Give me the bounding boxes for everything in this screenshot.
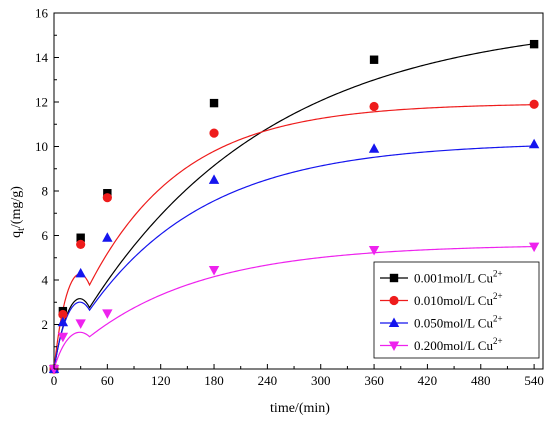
data-point-series-3 xyxy=(102,232,113,242)
x-tick-label: 180 xyxy=(204,373,224,388)
data-point-series-1 xyxy=(369,55,379,64)
x-tick-label: 0 xyxy=(51,373,58,388)
data-point-series-3 xyxy=(208,174,220,184)
legend-label-4: 0.200mol/L Cu2+ xyxy=(414,336,503,353)
fit-curve-3 xyxy=(53,145,535,370)
data-point-series-4 xyxy=(57,332,69,343)
data-point-series-1 xyxy=(209,98,219,108)
legend-label-text: 0.200mol/L Cu xyxy=(414,338,493,353)
data-point-series-4 xyxy=(208,265,220,276)
data-point-series-3 xyxy=(368,143,380,153)
y-tick-label: 14 xyxy=(35,50,49,65)
y-tick-label: 2 xyxy=(42,317,49,332)
legend-label-superscript: 2+ xyxy=(493,336,503,346)
legend: 0.001mol/L Cu2+0.010mol/L Cu2+0.050mol/L… xyxy=(373,261,540,359)
data-point-series-3 xyxy=(528,138,540,149)
y-tick-label: 16 xyxy=(35,6,49,21)
x-axis-title: time/(min) xyxy=(270,401,330,416)
y-axis-title-rest: /(mg/g) xyxy=(9,186,24,228)
legend-label-text: 0.050mol/L Cu xyxy=(414,316,493,331)
y-tick-label: 4 xyxy=(42,273,49,288)
legend-marker-2 xyxy=(389,295,399,306)
y-axis-title: qt/(mg/g) xyxy=(9,186,27,238)
x-tick-label: 360 xyxy=(364,373,384,388)
data-point-series-4 xyxy=(75,319,86,329)
legend-marker-4 xyxy=(388,341,400,351)
data-point-series-1 xyxy=(529,39,539,49)
x-tick-label: 540 xyxy=(524,373,544,388)
fit-curve-4 xyxy=(53,245,535,370)
y-tick-label: 10 xyxy=(35,139,48,154)
y-tick-label: 8 xyxy=(42,184,49,199)
legend-label-text: 0.001mol/L Cu xyxy=(414,271,493,286)
data-point-series-4 xyxy=(48,365,60,375)
data-point-series-2 xyxy=(529,99,539,109)
x-tick-label: 420 xyxy=(418,373,438,388)
legend-label-text: 0.010mol/L Cu xyxy=(414,293,493,308)
y-tick-label: 6 xyxy=(42,228,49,243)
data-point-series-2 xyxy=(76,239,86,249)
fit-curve-2 xyxy=(53,104,535,370)
legend-marker-1 xyxy=(389,273,399,283)
data-point-series-2 xyxy=(209,128,219,138)
legend-label-superscript: 2+ xyxy=(493,314,503,324)
data-point-series-3 xyxy=(57,316,69,327)
legend-label-superscript: 2+ xyxy=(493,269,503,279)
legend-label-2: 0.010mol/L Cu2+ xyxy=(414,291,503,308)
x-tick-label: 240 xyxy=(258,373,278,388)
x-tick-label: 300 xyxy=(311,373,331,388)
data-point-series-2 xyxy=(102,193,112,203)
x-axis: 0 60 120 180 240 300 360 420 480 540 xyxy=(51,364,544,388)
x-tick-label: 120 xyxy=(151,373,171,388)
data-point-series-2 xyxy=(369,101,379,112)
data-point-series-1 xyxy=(76,233,85,242)
data-point-series-2 xyxy=(58,309,68,320)
y-tick-label: 0 xyxy=(42,362,49,377)
fit-curve-1 xyxy=(53,43,535,370)
x-tick-label: 480 xyxy=(471,373,491,388)
legend-marker-3 xyxy=(388,317,400,327)
data-point-series-4 xyxy=(368,245,380,256)
legend-label-1: 0.001mol/L Cu2+ xyxy=(414,269,503,286)
y-axis: 0 2 4 6 8 10 12 14 16 xyxy=(35,6,59,377)
fit-curves xyxy=(53,43,535,370)
legend-label-3: 0.050mol/L Cu2+ xyxy=(414,314,503,331)
data-point-series-3 xyxy=(75,267,86,278)
y-axis-title-subscript: t xyxy=(16,228,27,231)
legend-label-superscript: 2+ xyxy=(493,291,503,301)
data-point-series-4 xyxy=(528,242,540,253)
y-axis-title-main: q xyxy=(9,231,24,238)
y-tick-label: 12 xyxy=(35,95,48,110)
x-tick-label: 60 xyxy=(101,373,114,388)
data-point-series-4 xyxy=(102,309,113,319)
